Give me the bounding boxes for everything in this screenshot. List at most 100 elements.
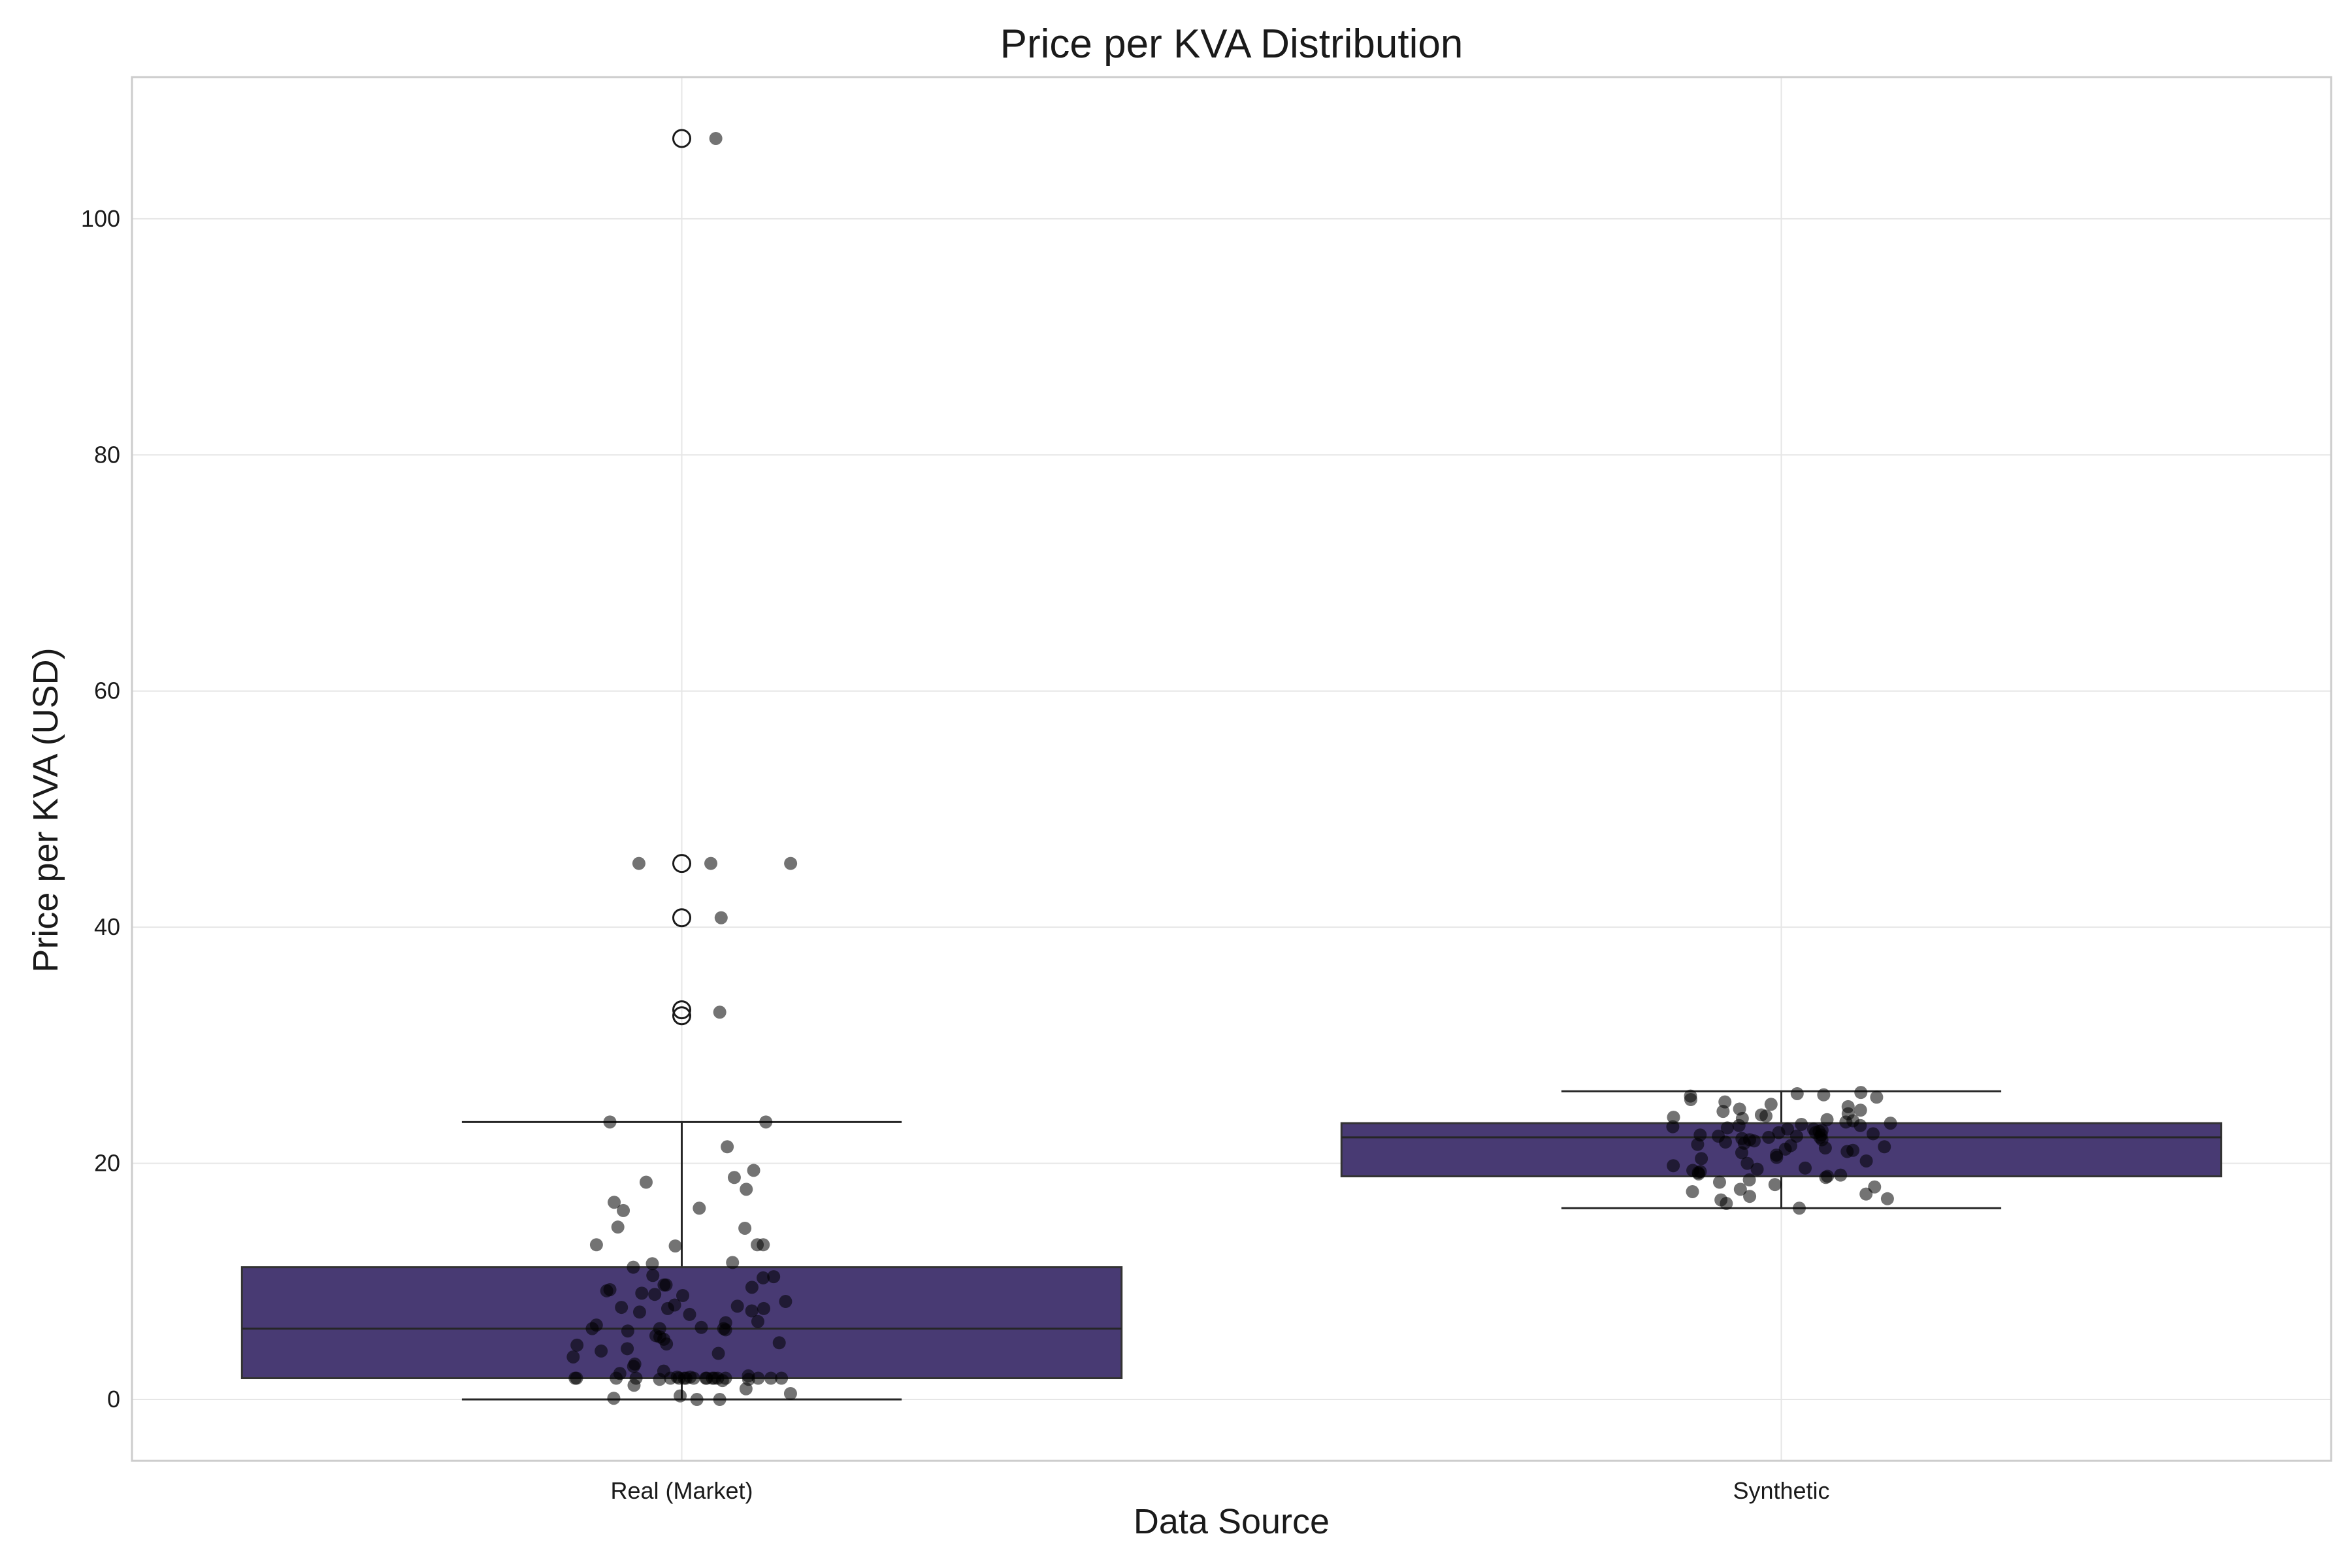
data-point — [639, 1175, 653, 1189]
data-point — [1870, 1090, 1884, 1104]
data-point — [757, 1271, 770, 1284]
x-axis-label: Data Source — [1134, 1502, 1330, 1541]
data-point — [709, 131, 723, 145]
data-point — [566, 1350, 580, 1364]
data-point — [1859, 1187, 1873, 1201]
data-point — [1789, 1130, 1803, 1143]
data-point — [1747, 1134, 1761, 1148]
data-point — [589, 1238, 603, 1252]
data-point — [721, 1140, 734, 1154]
y-tick-label: 40 — [94, 913, 120, 940]
data-point — [751, 1315, 764, 1328]
data-point — [745, 1281, 759, 1294]
boxes — [240, 1090, 2223, 1401]
data-point — [764, 1371, 778, 1385]
data-point — [1732, 1119, 1746, 1132]
data-point — [1772, 1126, 1786, 1139]
data-point — [646, 1269, 660, 1282]
data-point — [1743, 1190, 1757, 1203]
data-point — [1799, 1161, 1812, 1175]
data-point — [738, 1221, 752, 1235]
data-point — [661, 1301, 675, 1315]
outlier-point — [672, 854, 691, 874]
data-point — [1740, 1156, 1754, 1170]
data-point — [1839, 1115, 1853, 1129]
data-point — [1750, 1162, 1764, 1176]
data-point — [751, 1371, 765, 1385]
data-point — [674, 1389, 687, 1403]
data-point — [757, 1301, 770, 1315]
y-tick-label: 0 — [107, 1386, 120, 1413]
data-point — [745, 1304, 759, 1318]
data-point — [747, 1164, 760, 1177]
data-point — [767, 1270, 781, 1284]
data-point — [627, 1360, 640, 1373]
data-point — [608, 1196, 621, 1209]
outlier-point — [672, 1000, 691, 1020]
y-tick-label: 60 — [94, 678, 120, 704]
outlier-point — [672, 129, 691, 148]
data-point — [600, 1284, 613, 1298]
data-point — [1686, 1184, 1699, 1198]
y-tick-label: 20 — [94, 1150, 120, 1177]
data-point — [659, 1278, 673, 1292]
data-point — [713, 1393, 727, 1407]
data-point — [668, 1239, 682, 1253]
data-point — [1759, 1109, 1773, 1123]
data-point — [621, 1324, 634, 1338]
data-point — [1762, 1130, 1776, 1144]
data-point — [1770, 1151, 1784, 1164]
data-point — [704, 857, 718, 870]
x-axis-ticks: Real (Market) Synthetic — [610, 1477, 1829, 1504]
data-point — [751, 1238, 764, 1252]
data-point — [585, 1322, 599, 1335]
data-point — [1742, 1173, 1756, 1186]
data-point — [627, 1260, 640, 1274]
data-point — [772, 1336, 786, 1350]
data-point — [1867, 1127, 1880, 1141]
data-point — [1733, 1183, 1747, 1196]
data-point — [693, 1201, 706, 1215]
data-point — [727, 1171, 741, 1184]
data-point — [621, 1342, 634, 1356]
data-point — [779, 1295, 792, 1309]
data-point — [683, 1307, 696, 1321]
data-point — [1854, 1086, 1868, 1100]
data-point — [1667, 1111, 1680, 1124]
data-point — [1840, 1145, 1854, 1158]
data-point — [645, 1257, 659, 1271]
strip-points — [566, 131, 1897, 1407]
data-point — [726, 1256, 740, 1269]
data-point — [719, 1323, 732, 1337]
outlier-point — [672, 1006, 691, 1026]
data-point — [739, 1382, 753, 1396]
data-point — [783, 1386, 797, 1400]
data-point — [1817, 1088, 1831, 1102]
data-point — [715, 1374, 729, 1388]
data-point — [1818, 1141, 1832, 1155]
data-point — [627, 1379, 641, 1392]
data-point — [1768, 1178, 1782, 1192]
grid-lines — [132, 77, 2331, 1461]
data-point — [713, 1005, 727, 1019]
data-point — [759, 1115, 773, 1129]
chart-title: Price per KVA Distribution — [1000, 22, 1463, 67]
data-point — [730, 1299, 744, 1313]
data-point — [784, 857, 798, 870]
x-tick-label: Synthetic — [1733, 1477, 1829, 1504]
data-point — [648, 1288, 662, 1301]
data-point — [1834, 1168, 1848, 1182]
data-point — [714, 911, 728, 924]
data-point — [1720, 1121, 1734, 1135]
data-point — [1790, 1086, 1804, 1100]
data-point — [603, 1115, 617, 1129]
data-point — [1695, 1152, 1708, 1166]
data-point — [632, 857, 645, 870]
data-point — [1764, 1098, 1778, 1111]
data-point — [1884, 1117, 1897, 1130]
data-point — [1735, 1146, 1748, 1160]
data-point — [1716, 1105, 1730, 1119]
data-point — [611, 1220, 625, 1234]
data-point — [1854, 1119, 1867, 1132]
